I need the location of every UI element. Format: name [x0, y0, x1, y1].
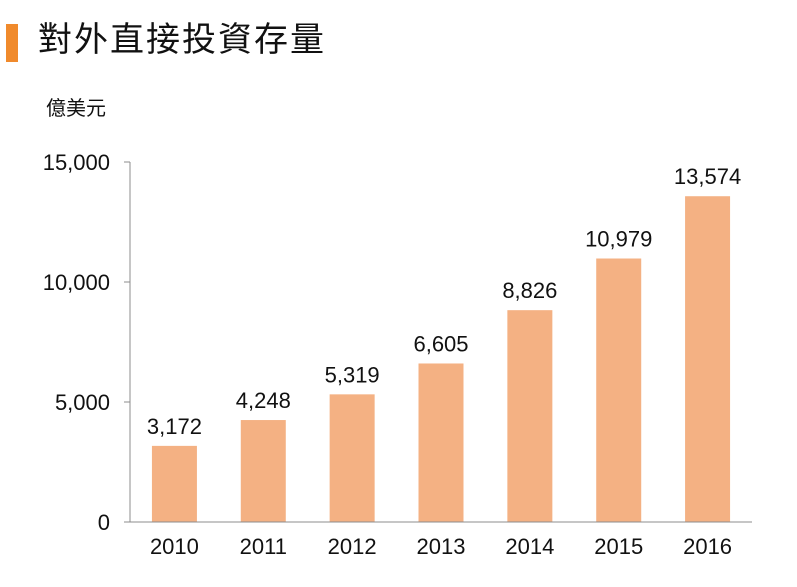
data-label-2013: 6,605 [413, 331, 468, 356]
x-axis-ticks: 2010 2011 2012 2013 2014 2015 2016 [150, 534, 732, 559]
bar-2011 [240, 420, 286, 522]
bar-2016 [685, 196, 731, 522]
y-axis-unit-label: 億美元 [46, 96, 106, 120]
bar-2012 [329, 394, 375, 522]
data-label-2011: 4,248 [236, 388, 291, 413]
bar-2010 [151, 445, 197, 522]
x-tick-label-2016: 2016 [683, 534, 732, 559]
bar-2014 [507, 310, 553, 522]
x-tick-label-2010: 2010 [150, 534, 199, 559]
y-axis-ticks: 0 5,000 10,000 15,000 [43, 150, 130, 535]
data-label-2012: 5,319 [325, 362, 380, 387]
chart-title: 對外直接投資存量 [38, 20, 326, 60]
y-tick-label: 10,000 [43, 270, 110, 295]
data-label-2016: 13,574 [674, 164, 741, 189]
x-tick-label-2014: 2014 [505, 534, 554, 559]
data-label-2015: 10,979 [585, 227, 652, 252]
bars [151, 196, 731, 522]
x-tick-label-2013: 2013 [417, 534, 466, 559]
title-accent-bar [6, 24, 18, 62]
bar-2015 [596, 258, 642, 522]
bar-2013 [418, 363, 464, 522]
x-tick-label-2011: 2011 [240, 534, 287, 559]
y-tick-label: 5,000 [55, 390, 110, 415]
x-tick-label-2015: 2015 [594, 534, 643, 559]
y-tick-label: 15,000 [43, 150, 110, 175]
data-label-2014: 8,826 [502, 278, 557, 303]
data-labels: 3,172 4,248 5,319 6,605 8,826 10,979 13,574 [147, 164, 741, 439]
x-tick-label-2012: 2012 [328, 534, 377, 559]
y-tick-label: 0 [98, 510, 110, 535]
data-label-2010: 3,172 [147, 414, 202, 439]
